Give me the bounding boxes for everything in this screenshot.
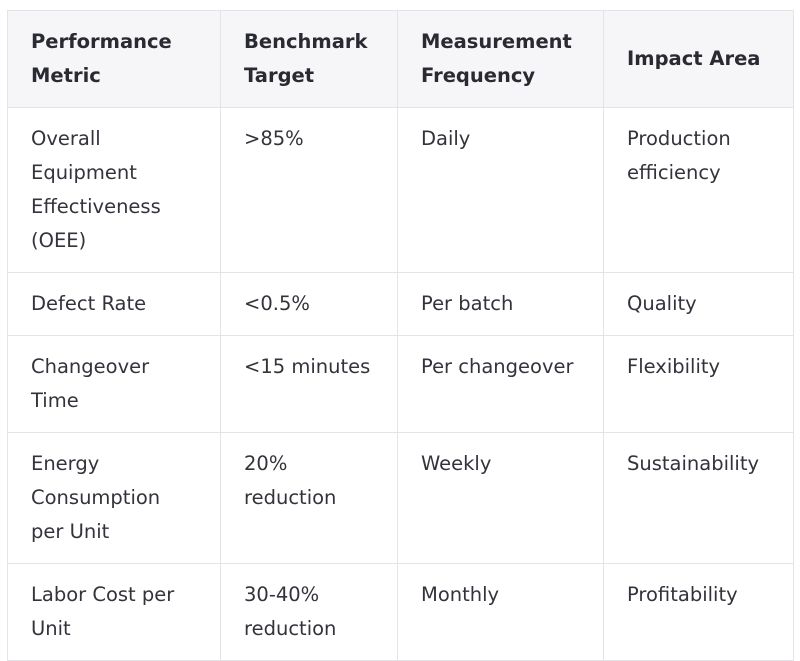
header-performance-metric: Performance Metric bbox=[7, 10, 221, 108]
cell-metric: Defect Rate bbox=[7, 272, 221, 336]
table-row: Energy Consumption per Unit 20% reductio… bbox=[7, 432, 794, 564]
table-row: Overall Equipment Effectiveness (OEE) >8… bbox=[7, 107, 794, 273]
table-row: Labor Cost per Unit 30-40% reduction Mon… bbox=[7, 563, 794, 661]
cell-frequency: Daily bbox=[397, 107, 604, 273]
cell-frequency: Per batch bbox=[397, 272, 604, 336]
table-header: Performance Metric Benchmark Target Meas… bbox=[7, 10, 794, 108]
cell-frequency: Monthly bbox=[397, 563, 604, 661]
header-row: Performance Metric Benchmark Target Meas… bbox=[7, 10, 794, 108]
header-measurement-frequency: Measurement Frequency bbox=[397, 10, 604, 108]
cell-frequency: Weekly bbox=[397, 432, 604, 564]
table-row: Changeover Time <15 minutes Per changeov… bbox=[7, 335, 794, 433]
cell-frequency: Per changeover bbox=[397, 335, 604, 433]
header-impact-area: Impact Area bbox=[603, 10, 794, 108]
cell-metric: Overall Equipment Effectiveness (OEE) bbox=[7, 107, 221, 273]
cell-impact: Sustainability bbox=[603, 432, 794, 564]
cell-impact: Profitability bbox=[603, 563, 794, 661]
cell-target: <0.5% bbox=[220, 272, 398, 336]
cell-metric: Energy Consumption per Unit bbox=[7, 432, 221, 564]
cell-impact: Flexibility bbox=[603, 335, 794, 433]
cell-metric: Changeover Time bbox=[7, 335, 221, 433]
table-row: Defect Rate <0.5% Per batch Quality bbox=[7, 272, 794, 336]
cell-target: <15 minutes bbox=[220, 335, 398, 433]
cell-metric: Labor Cost per Unit bbox=[7, 563, 221, 661]
cell-impact: Production efficiency bbox=[603, 107, 794, 273]
table-container: Performance Metric Benchmark Target Meas… bbox=[7, 10, 794, 661]
cell-target: 30-40% reduction bbox=[220, 563, 398, 661]
cell-target: 20% reduction bbox=[220, 432, 398, 564]
performance-metrics-table: Performance Metric Benchmark Target Meas… bbox=[7, 10, 794, 661]
header-benchmark-target: Benchmark Target bbox=[220, 10, 398, 108]
cell-target: >85% bbox=[220, 107, 398, 273]
table-body: Overall Equipment Effectiveness (OEE) >8… bbox=[7, 107, 794, 661]
cell-impact: Quality bbox=[603, 272, 794, 336]
